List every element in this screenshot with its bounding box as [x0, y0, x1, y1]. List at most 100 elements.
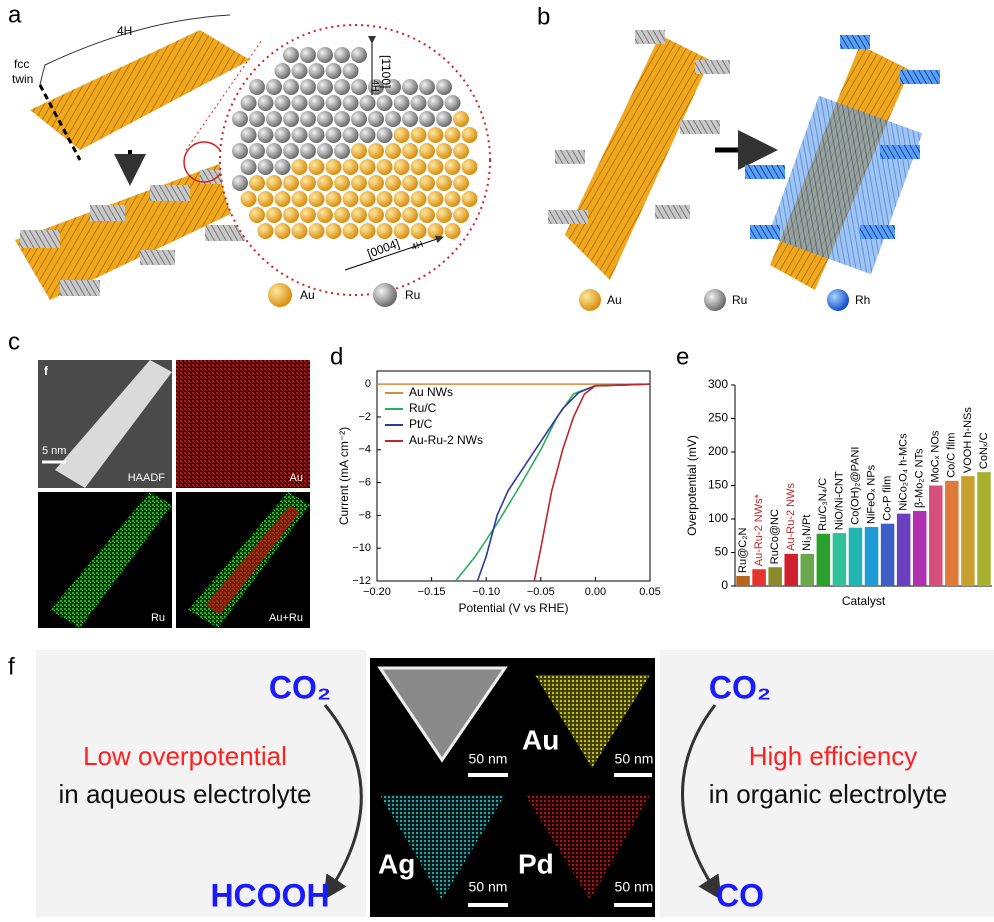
map-label: Ag: [378, 848, 415, 879]
line: [534, 384, 650, 581]
atom: [351, 175, 367, 191]
atom: [326, 223, 342, 239]
atom: [266, 207, 282, 223]
atom: [402, 143, 418, 159]
category-label: NiO/Ni-CNT: [833, 471, 845, 530]
condition-text: in aqueous electrolyte: [59, 779, 312, 809]
atom: [275, 63, 291, 79]
legend-label: Rh: [855, 293, 870, 307]
bar: [849, 528, 862, 586]
bar: [929, 486, 942, 587]
product: HCOOH: [210, 877, 329, 913]
atom: [377, 95, 393, 111]
annotation: twin: [12, 72, 33, 86]
map-label: Pd: [518, 848, 554, 879]
x-tick-label: −0.20: [363, 586, 391, 598]
bar: [736, 576, 749, 586]
atom: [300, 111, 316, 127]
scale-label: 50 nm: [469, 879, 508, 895]
legend-swatch: [704, 289, 726, 311]
atom: [402, 207, 418, 223]
atom: [334, 207, 350, 223]
atom: [445, 191, 461, 207]
atom: [326, 159, 342, 175]
atom: [309, 63, 325, 79]
x-tick-label: −0.15: [418, 586, 446, 598]
atom: [351, 207, 367, 223]
annotation: fcc: [14, 57, 29, 71]
atom: [351, 111, 367, 127]
atom: [232, 143, 248, 159]
atom: [241, 191, 257, 207]
nanowire: [30, 30, 250, 150]
atom: [445, 159, 461, 175]
category-label: Co-P film: [882, 476, 894, 521]
panel-label: b: [537, 3, 550, 30]
atom: [351, 143, 367, 159]
atom: [453, 207, 469, 223]
atom: [249, 79, 265, 95]
atom: [309, 95, 325, 111]
atom: [334, 143, 350, 159]
atom: [241, 95, 257, 111]
x-axis-label: Catalyst: [842, 594, 886, 608]
y-tick-label: −4: [358, 444, 371, 456]
atom: [394, 95, 410, 111]
bar: [897, 514, 910, 586]
atom: [402, 175, 418, 191]
atom: [411, 159, 427, 175]
legend-swatch: [268, 283, 292, 307]
atom: [445, 223, 461, 239]
atom: [275, 159, 291, 175]
atom: [419, 79, 435, 95]
map-label: HAADF: [128, 472, 166, 484]
legend-label: Pt/C: [409, 417, 433, 431]
map-label: Au: [522, 724, 559, 755]
atom: [360, 159, 376, 175]
atom: [334, 175, 350, 191]
y-tick-label: −8: [358, 509, 371, 521]
category-label: RuCo@NC: [769, 509, 781, 564]
y-tick-label: −12: [352, 575, 371, 587]
atom: [419, 175, 435, 191]
atom: [360, 95, 376, 111]
atom: [266, 111, 282, 127]
atom: [300, 207, 316, 223]
atom: [317, 143, 333, 159]
legend-swatch: [579, 289, 601, 311]
category-label: Co(OH)₂@PANI: [849, 447, 861, 525]
atom: [232, 111, 248, 127]
panel-c: c f 5 nm HAADF Au Ru Au+Ru: [8, 328, 310, 628]
atom: [309, 159, 325, 175]
atom: [334, 79, 350, 95]
category-label: NiCo₂O₄ h-MCs: [898, 433, 910, 511]
atom: [292, 159, 308, 175]
atom: [300, 79, 316, 95]
atom: [462, 159, 478, 175]
line: [477, 384, 650, 581]
reactant: CO₂: [709, 669, 771, 705]
scale-label: 50 nm: [615, 879, 654, 895]
atom: [419, 143, 435, 159]
atom: [283, 111, 299, 127]
atom: [292, 63, 308, 79]
atom: [292, 127, 308, 143]
atom: [258, 127, 274, 143]
atom: [436, 175, 452, 191]
atom: [317, 111, 333, 127]
atom: [351, 47, 367, 63]
legend-label: Au-Ru-2 NWs: [409, 433, 483, 447]
atom: [360, 127, 376, 143]
bar: [752, 569, 765, 586]
atom: [292, 223, 308, 239]
atom: [241, 159, 257, 175]
atom: [385, 175, 401, 191]
legend-label: Au NWs: [409, 385, 453, 399]
map-label: Au+Ru: [269, 612, 303, 624]
atom: [258, 191, 274, 207]
x-tick-label: −0.05: [527, 586, 555, 598]
panel-label: c: [8, 328, 20, 355]
atom: [317, 79, 333, 95]
x-tick-label: −0.10: [472, 586, 500, 598]
atom: [436, 207, 452, 223]
